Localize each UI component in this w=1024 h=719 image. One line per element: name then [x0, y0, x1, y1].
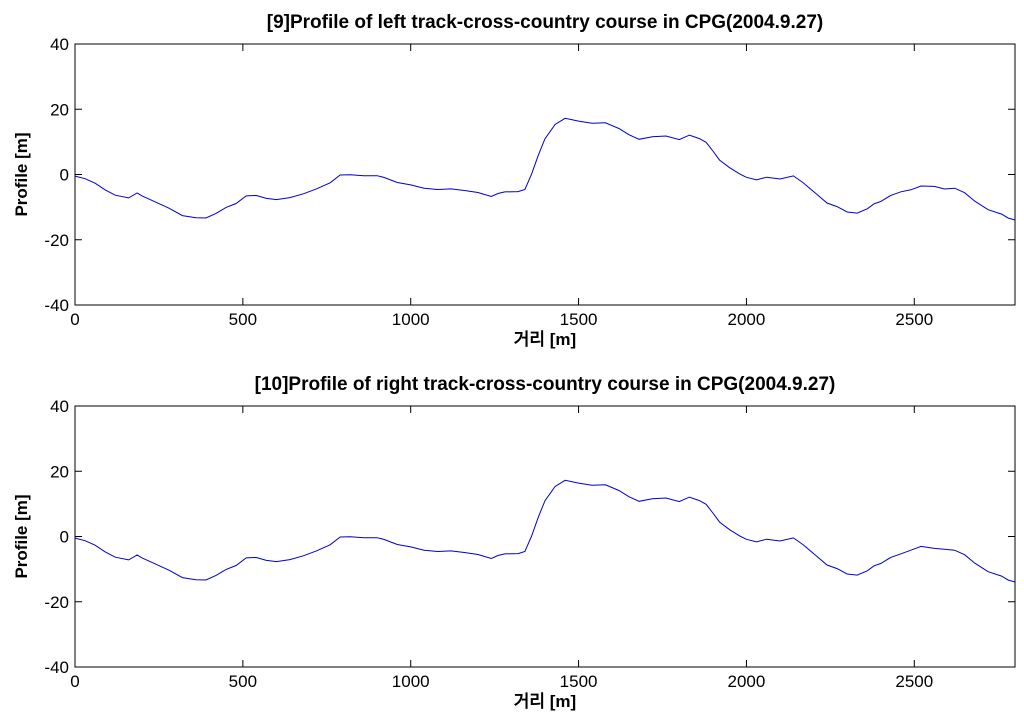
top-chart-panel: [9]Profile of left track-cross-country c…: [12, 12, 1016, 349]
x-tick-label: 2500: [895, 672, 933, 691]
y-tick-label: -20: [44, 231, 69, 250]
x-tick-label: 500: [229, 310, 257, 329]
bottom-chart-panel: [10]Profile of right track-cross-country…: [12, 374, 1016, 711]
profile-series-line: [74, 117, 1016, 221]
y-axis-label: Profile [m]: [12, 494, 31, 578]
y-tick-label: 20: [50, 462, 69, 481]
chart-title: [9]Profile of left track-cross-country c…: [267, 12, 823, 33]
y-axis-label: Profile [m]: [12, 132, 31, 216]
x-tick-label: 1500: [560, 310, 598, 329]
x-tick-label: 2000: [728, 310, 766, 329]
y-tick-label: -40: [44, 658, 69, 677]
x-axis-label: 거리 [m]: [514, 330, 576, 349]
y-tick-label: 0: [60, 166, 69, 185]
x-tick-label: 1000: [392, 672, 430, 691]
y-tick-label: -40: [44, 296, 69, 315]
y-tick-label: -20: [44, 593, 69, 612]
x-tick-label: 2500: [895, 310, 933, 329]
x-tick-label: 1000: [392, 310, 430, 329]
y-tick-label: 40: [50, 35, 69, 54]
x-tick-label: 0: [70, 672, 79, 691]
plot-area: [74, 43, 1016, 306]
y-tick-label: 40: [50, 397, 69, 416]
x-tick-label: 2000: [728, 672, 766, 691]
profile-series-line: [74, 479, 1016, 583]
plot-area: [74, 405, 1016, 668]
x-tick-label: 1500: [560, 672, 598, 691]
x-tick-label: 500: [229, 672, 257, 691]
y-tick-label: 0: [60, 528, 69, 547]
x-axis-label: 거리 [m]: [514, 692, 576, 711]
chart-title: [10]Profile of right track-cross-country…: [255, 374, 836, 395]
x-tick-label: 0: [70, 310, 79, 329]
y-tick-label: 20: [50, 100, 69, 119]
